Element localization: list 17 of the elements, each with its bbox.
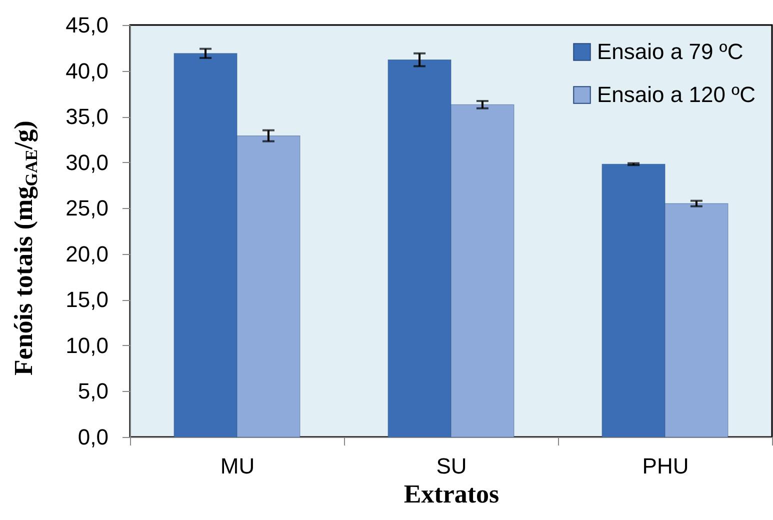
y-tick-label: 35,0 <box>66 104 108 130</box>
legend-label: Ensaio a 79 ºC <box>597 39 744 64</box>
y-tick-label: 25,0 <box>66 196 108 221</box>
x-tick-label: MU <box>220 454 255 478</box>
y-tick-label: 10,0 <box>66 332 108 358</box>
y-axis-title: Fenóis totais (mgGAE/g) <box>9 120 41 376</box>
x-axis-title: Extratos <box>404 480 500 508</box>
y-tick-label: 15,0 <box>66 287 108 312</box>
y-tick-label: 0,0 <box>78 424 108 450</box>
y-tick-label: 20,0 <box>66 241 108 266</box>
x-tick-label: PHU <box>642 454 689 478</box>
y-tick-label: 45,0 <box>66 12 108 38</box>
y-tick-label: 5,0 <box>78 378 108 404</box>
legend-label: Ensaio a 120 ºC <box>597 82 756 107</box>
x-tick-label: SU <box>436 454 467 478</box>
y-tick-label: 40,0 <box>66 58 108 84</box>
y-tick-label: 30,0 <box>66 150 108 175</box>
